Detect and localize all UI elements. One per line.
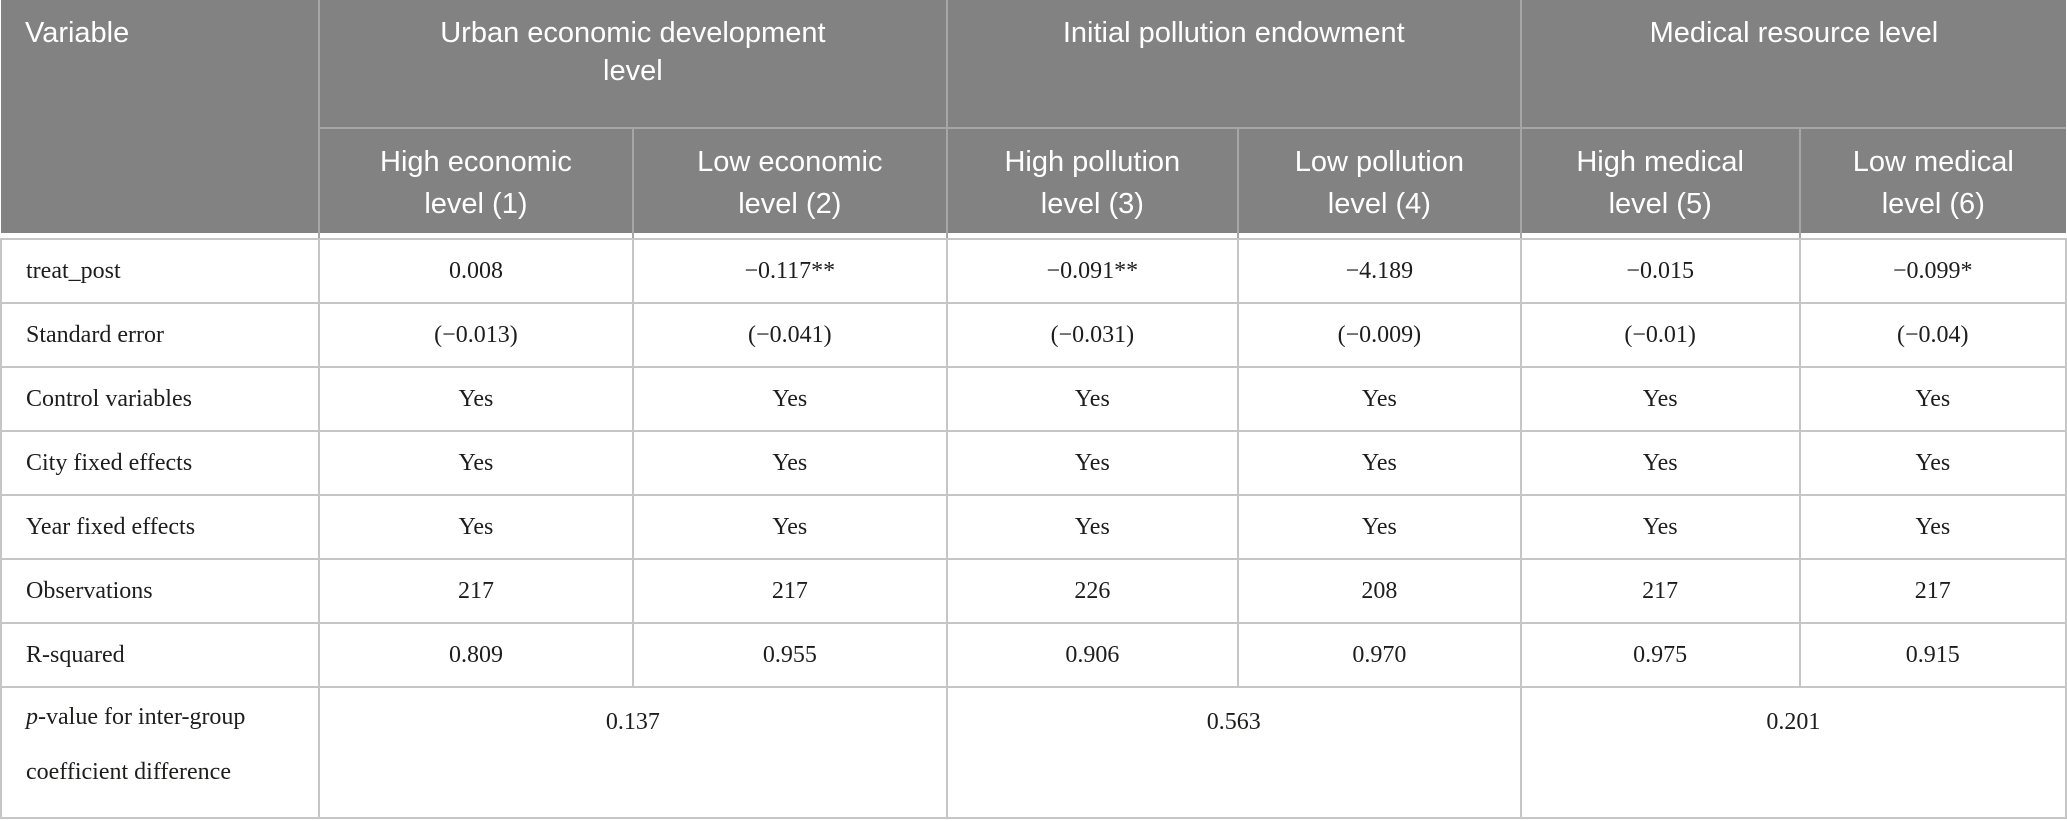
column-header-low-medical: Low medical level (6) <box>1798 127 2066 240</box>
pvalue-cell: 0.137 <box>318 686 948 819</box>
table-row: treat_post 0.008 −0.117** −0.091** −4.189 −0.… <box>0 238 2067 304</box>
column-header-line: Low economic <box>697 146 883 179</box>
column-header-line: level (5) <box>1608 187 1712 220</box>
cell-value: −0.099* <box>1798 238 2067 304</box>
table-row: Observations 217 217 226 208 217 217 <box>0 558 2067 624</box>
cell-value: (−0.01) <box>1519 302 1801 368</box>
cell-value: −0.015 <box>1519 238 1801 304</box>
table-body: treat_post 0.008 −0.117** −0.091** −4.189 −0.… <box>0 238 2067 819</box>
cell-value: 217 <box>631 558 948 624</box>
row-label: R-squared <box>0 622 320 688</box>
column-header-line: Low pollution <box>1294 146 1464 179</box>
column-header-low-pollution: Low pollution level (4) <box>1236 127 1521 240</box>
pvalue-cell: 0.201 <box>1519 686 2067 819</box>
row-label: p-value for inter-group coefficient diff… <box>0 686 320 819</box>
cell-value: 217 <box>1798 558 2067 624</box>
group-header-row: Variable Urban economic development leve… <box>1 0 2066 240</box>
column-header-line: level (6) <box>1881 187 1985 220</box>
cell-value: 0.809 <box>318 622 634 688</box>
cell-value: (−0.009) <box>1236 302 1522 368</box>
column-header-line: level (4) <box>1327 187 1431 220</box>
row-label: Observations <box>0 558 320 624</box>
row-label: treat_post <box>0 238 320 304</box>
cell-value: 226 <box>945 558 1239 624</box>
table-row: R-squared 0.809 0.955 0.906 0.970 0.975 0.915 <box>0 622 2067 688</box>
column-header-line: High economic <box>380 146 572 179</box>
pvalue-cell: 0.563 <box>945 686 1522 819</box>
table-row: Control variables Yes Yes Yes Yes Yes Yes <box>0 366 2067 432</box>
cell-value: 0.975 <box>1519 622 1801 688</box>
cell-value: 0.955 <box>631 622 948 688</box>
table-row: City fixed effects Yes Yes Yes Yes Yes Yes <box>0 430 2067 496</box>
row-label: Year fixed effects <box>0 494 320 560</box>
column-header-line: level (2) <box>738 187 842 220</box>
cell-value: 217 <box>1519 558 1801 624</box>
cell-value: 0.008 <box>318 238 634 304</box>
column-header-line: level (1) <box>424 187 528 220</box>
group-header-line: Medical resource level <box>1649 17 1939 49</box>
table-row: Standard error (−0.013) (−0.041) (−0.031) (−… <box>0 302 2067 368</box>
cell-value: Yes <box>631 366 948 432</box>
cell-value: Yes <box>945 494 1239 560</box>
column-header-variable: Variable <box>1 0 319 240</box>
cell-value: Yes <box>1519 494 1801 560</box>
cell-value: Yes <box>1519 430 1801 496</box>
column-header-high-pollution: High pollution level (3) <box>945 127 1238 240</box>
group-header-line: Urban economic development <box>440 17 826 49</box>
cell-value: (−0.04) <box>1798 302 2067 368</box>
column-header-high-medical: High medical level (5) <box>1519 127 1800 240</box>
table-header: Variable Urban economic development leve… <box>1 0 2066 240</box>
column-header-high-economic: High economic level (1) <box>318 127 633 240</box>
cell-value: Yes <box>1236 494 1522 560</box>
group-header-line: Initial pollution endowment <box>1062 17 1405 49</box>
cell-value: 0.970 <box>1236 622 1522 688</box>
row-label: Standard error <box>0 302 320 368</box>
cell-value: (−0.013) <box>318 302 634 368</box>
cell-value: Yes <box>318 366 634 432</box>
cell-value: Yes <box>1798 430 2067 496</box>
text-segment: -value for inter-group coefficient diffe… <box>26 704 246 786</box>
cell-value: Yes <box>318 494 634 560</box>
cell-value: 217 <box>318 558 634 624</box>
group-header-economic: Urban economic development level <box>318 0 947 128</box>
group-header-line: level <box>603 55 663 88</box>
cell-value: Yes <box>1236 366 1522 432</box>
column-header-line: Low medical <box>1852 146 2014 179</box>
row-label: City fixed effects <box>0 430 320 496</box>
cell-value: −4.189 <box>1236 238 1522 304</box>
cell-value: Yes <box>1519 366 1801 432</box>
sub-header-row: High economic level (1) Low economic lev… <box>1 127 2066 240</box>
cell-value: (−0.041) <box>631 302 948 368</box>
cell-value: 0.906 <box>945 622 1239 688</box>
cell-value: Yes <box>1798 494 2067 560</box>
row-label: Control variables <box>0 366 320 432</box>
italic-text: p <box>26 704 38 730</box>
cell-value: Yes <box>318 430 634 496</box>
column-header-line: High medical <box>1576 146 1744 179</box>
cell-value: Yes <box>945 430 1239 496</box>
cell-value: −0.091** <box>945 238 1239 304</box>
column-header-line: High pollution <box>1004 146 1181 179</box>
cell-value: Yes <box>1798 366 2067 432</box>
pvalue-row: p-value for inter-group coefficient diff… <box>0 686 2067 819</box>
cell-value: 208 <box>1236 558 1522 624</box>
cell-value: Yes <box>631 430 948 496</box>
group-header-pollution: Initial pollution endowment <box>945 0 1521 128</box>
cell-value: Yes <box>631 494 948 560</box>
group-header-medical: Medical resource level <box>1519 0 2066 128</box>
column-header-line: level (3) <box>1040 187 1144 220</box>
cell-value: Yes <box>945 366 1239 432</box>
cell-value: 0.915 <box>1798 622 2067 688</box>
column-header-low-economic: Low economic level (2) <box>631 127 947 240</box>
cell-value: (−0.031) <box>945 302 1239 368</box>
table-row: Year fixed effects Yes Yes Yes Yes Yes Yes <box>0 494 2067 560</box>
cell-value: −0.117** <box>631 238 948 304</box>
cell-value: Yes <box>1236 430 1522 496</box>
